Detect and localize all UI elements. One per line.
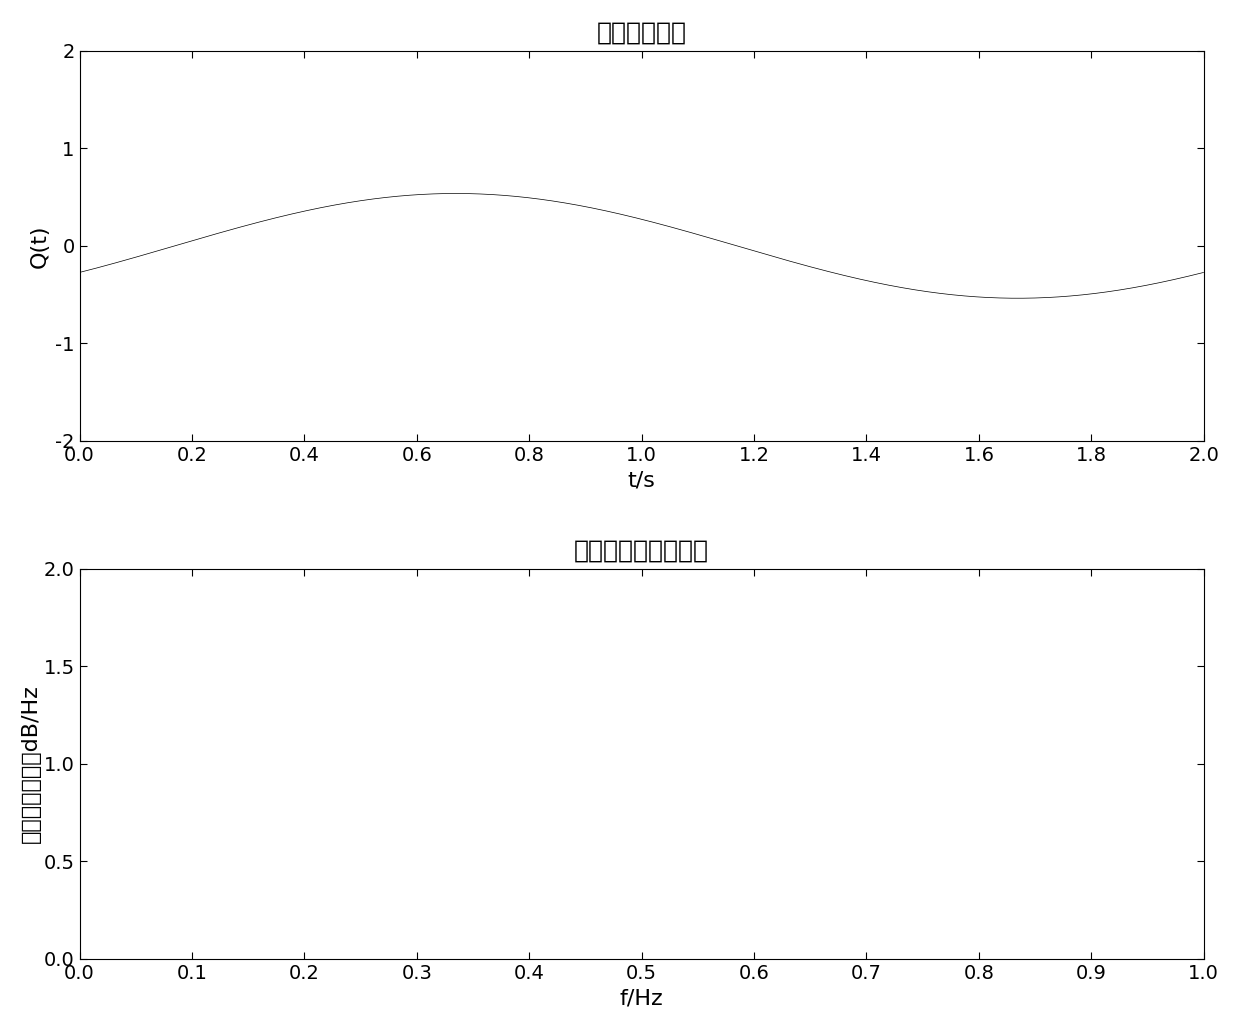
Y-axis label: Q(t): Q(t)	[30, 224, 50, 268]
Title: 色噪声功率谱估计图: 色噪声功率谱估计图	[574, 539, 709, 563]
Title: 色噪声波形图: 色噪声波形图	[596, 21, 687, 45]
Y-axis label: 相对功率谱密度dB/Hz: 相对功率谱密度dB/Hz	[21, 684, 41, 844]
X-axis label: f/Hz: f/Hz	[620, 988, 663, 1008]
X-axis label: t/s: t/s	[627, 470, 656, 490]
